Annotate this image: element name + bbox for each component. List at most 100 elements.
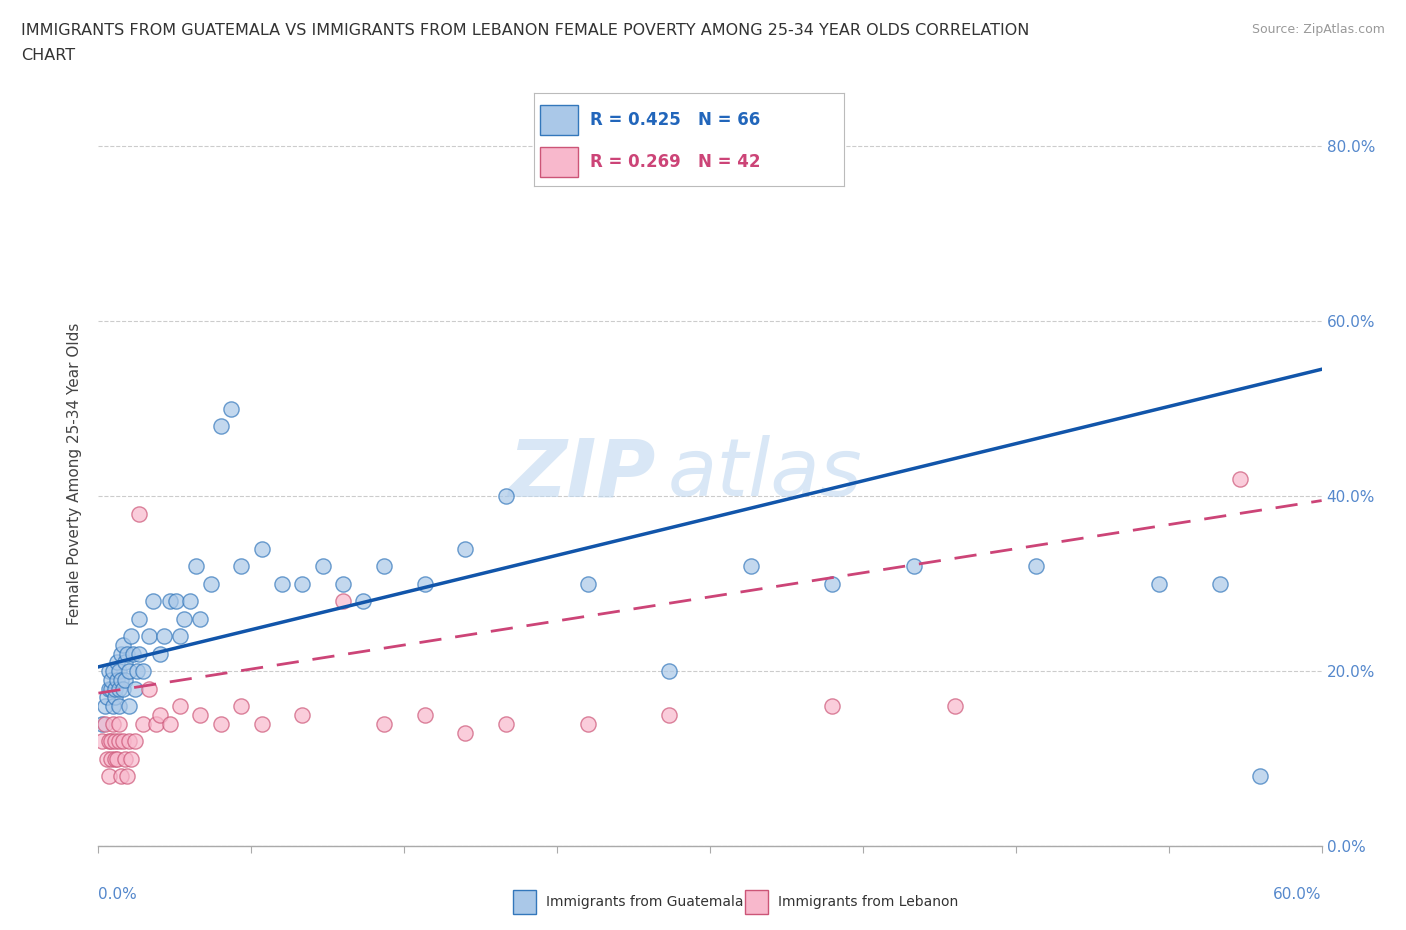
- Point: [658, 708, 681, 723]
- Point: [173, 611, 195, 626]
- Bar: [540, 147, 578, 177]
- Point: [209, 716, 232, 731]
- Point: [413, 577, 436, 591]
- Point: [149, 646, 172, 661]
- Point: [111, 734, 134, 749]
- Point: [115, 769, 138, 784]
- Point: [132, 716, 155, 731]
- Point: [179, 593, 201, 608]
- Text: R = 0.425   N = 66: R = 0.425 N = 66: [591, 111, 761, 129]
- Point: [108, 698, 131, 713]
- Point: [118, 664, 141, 679]
- Bar: [540, 105, 578, 135]
- Point: [576, 716, 599, 731]
- Point: [127, 664, 149, 679]
- Point: [159, 716, 181, 731]
- Point: [576, 577, 599, 591]
- Point: [138, 682, 160, 697]
- Point: [138, 629, 160, 644]
- Point: [231, 559, 253, 574]
- Text: Immigrants from Lebanon: Immigrants from Lebanon: [778, 895, 957, 910]
- Point: [188, 611, 212, 626]
- Point: [101, 698, 124, 713]
- Point: [128, 506, 150, 521]
- Point: [104, 690, 127, 705]
- Point: [108, 682, 131, 697]
- Point: [124, 682, 146, 697]
- Point: [111, 638, 134, 653]
- Point: [97, 734, 120, 749]
- Text: 0.0%: 0.0%: [98, 887, 138, 902]
- Text: 60.0%: 60.0%: [1274, 887, 1322, 902]
- Point: [97, 769, 120, 784]
- Point: [118, 698, 141, 713]
- Point: [903, 559, 925, 574]
- Y-axis label: Female Poverty Among 25-34 Year Olds: Female Poverty Among 25-34 Year Olds: [67, 323, 83, 626]
- Point: [159, 593, 181, 608]
- Point: [821, 577, 844, 591]
- Point: [91, 716, 114, 731]
- Point: [1025, 559, 1047, 574]
- Point: [96, 690, 118, 705]
- Point: [128, 611, 150, 626]
- Point: [96, 751, 118, 766]
- Text: R = 0.269   N = 42: R = 0.269 N = 42: [591, 153, 761, 171]
- Point: [740, 559, 762, 574]
- Point: [108, 716, 131, 731]
- Point: [122, 646, 145, 661]
- Text: ZIP: ZIP: [508, 435, 655, 513]
- Point: [104, 734, 127, 749]
- Point: [373, 559, 395, 574]
- Point: [97, 664, 120, 679]
- Point: [352, 593, 374, 608]
- Point: [115, 646, 138, 661]
- Point: [1209, 577, 1232, 591]
- Text: atlas: atlas: [668, 435, 862, 513]
- Point: [132, 664, 155, 679]
- Point: [373, 716, 395, 731]
- Point: [291, 577, 314, 591]
- Point: [97, 682, 120, 697]
- Point: [101, 716, 124, 731]
- Point: [1249, 769, 1271, 784]
- Point: [104, 751, 127, 766]
- Point: [270, 577, 294, 591]
- Point: [100, 734, 122, 749]
- Text: Immigrants from Guatemala: Immigrants from Guatemala: [546, 895, 742, 910]
- Point: [108, 734, 131, 749]
- Point: [219, 401, 242, 416]
- Point: [200, 577, 222, 591]
- Point: [105, 655, 128, 670]
- Point: [1229, 472, 1251, 486]
- Point: [110, 672, 132, 687]
- Point: [250, 716, 273, 731]
- Point: [152, 629, 174, 644]
- Point: [111, 682, 134, 697]
- Point: [231, 698, 253, 713]
- Point: [821, 698, 844, 713]
- Point: [120, 629, 142, 644]
- Point: [169, 698, 191, 713]
- Point: [332, 577, 354, 591]
- Point: [105, 672, 128, 687]
- Point: [658, 664, 681, 679]
- Point: [93, 716, 115, 731]
- Point: [128, 646, 150, 661]
- Point: [105, 751, 128, 766]
- Text: IMMIGRANTS FROM GUATEMALA VS IMMIGRANTS FROM LEBANON FEMALE POVERTY AMONG 25-34 : IMMIGRANTS FROM GUATEMALA VS IMMIGRANTS …: [21, 23, 1029, 38]
- Point: [93, 698, 115, 713]
- Point: [114, 672, 136, 687]
- Point: [454, 725, 477, 740]
- Point: [120, 751, 142, 766]
- Point: [110, 769, 132, 784]
- Point: [149, 708, 172, 723]
- Point: [495, 489, 517, 504]
- Point: [454, 541, 477, 556]
- Point: [291, 708, 314, 723]
- Point: [100, 751, 122, 766]
- Point: [413, 708, 436, 723]
- Point: [312, 559, 335, 574]
- Point: [186, 559, 208, 574]
- Point: [209, 418, 232, 433]
- Point: [101, 664, 124, 679]
